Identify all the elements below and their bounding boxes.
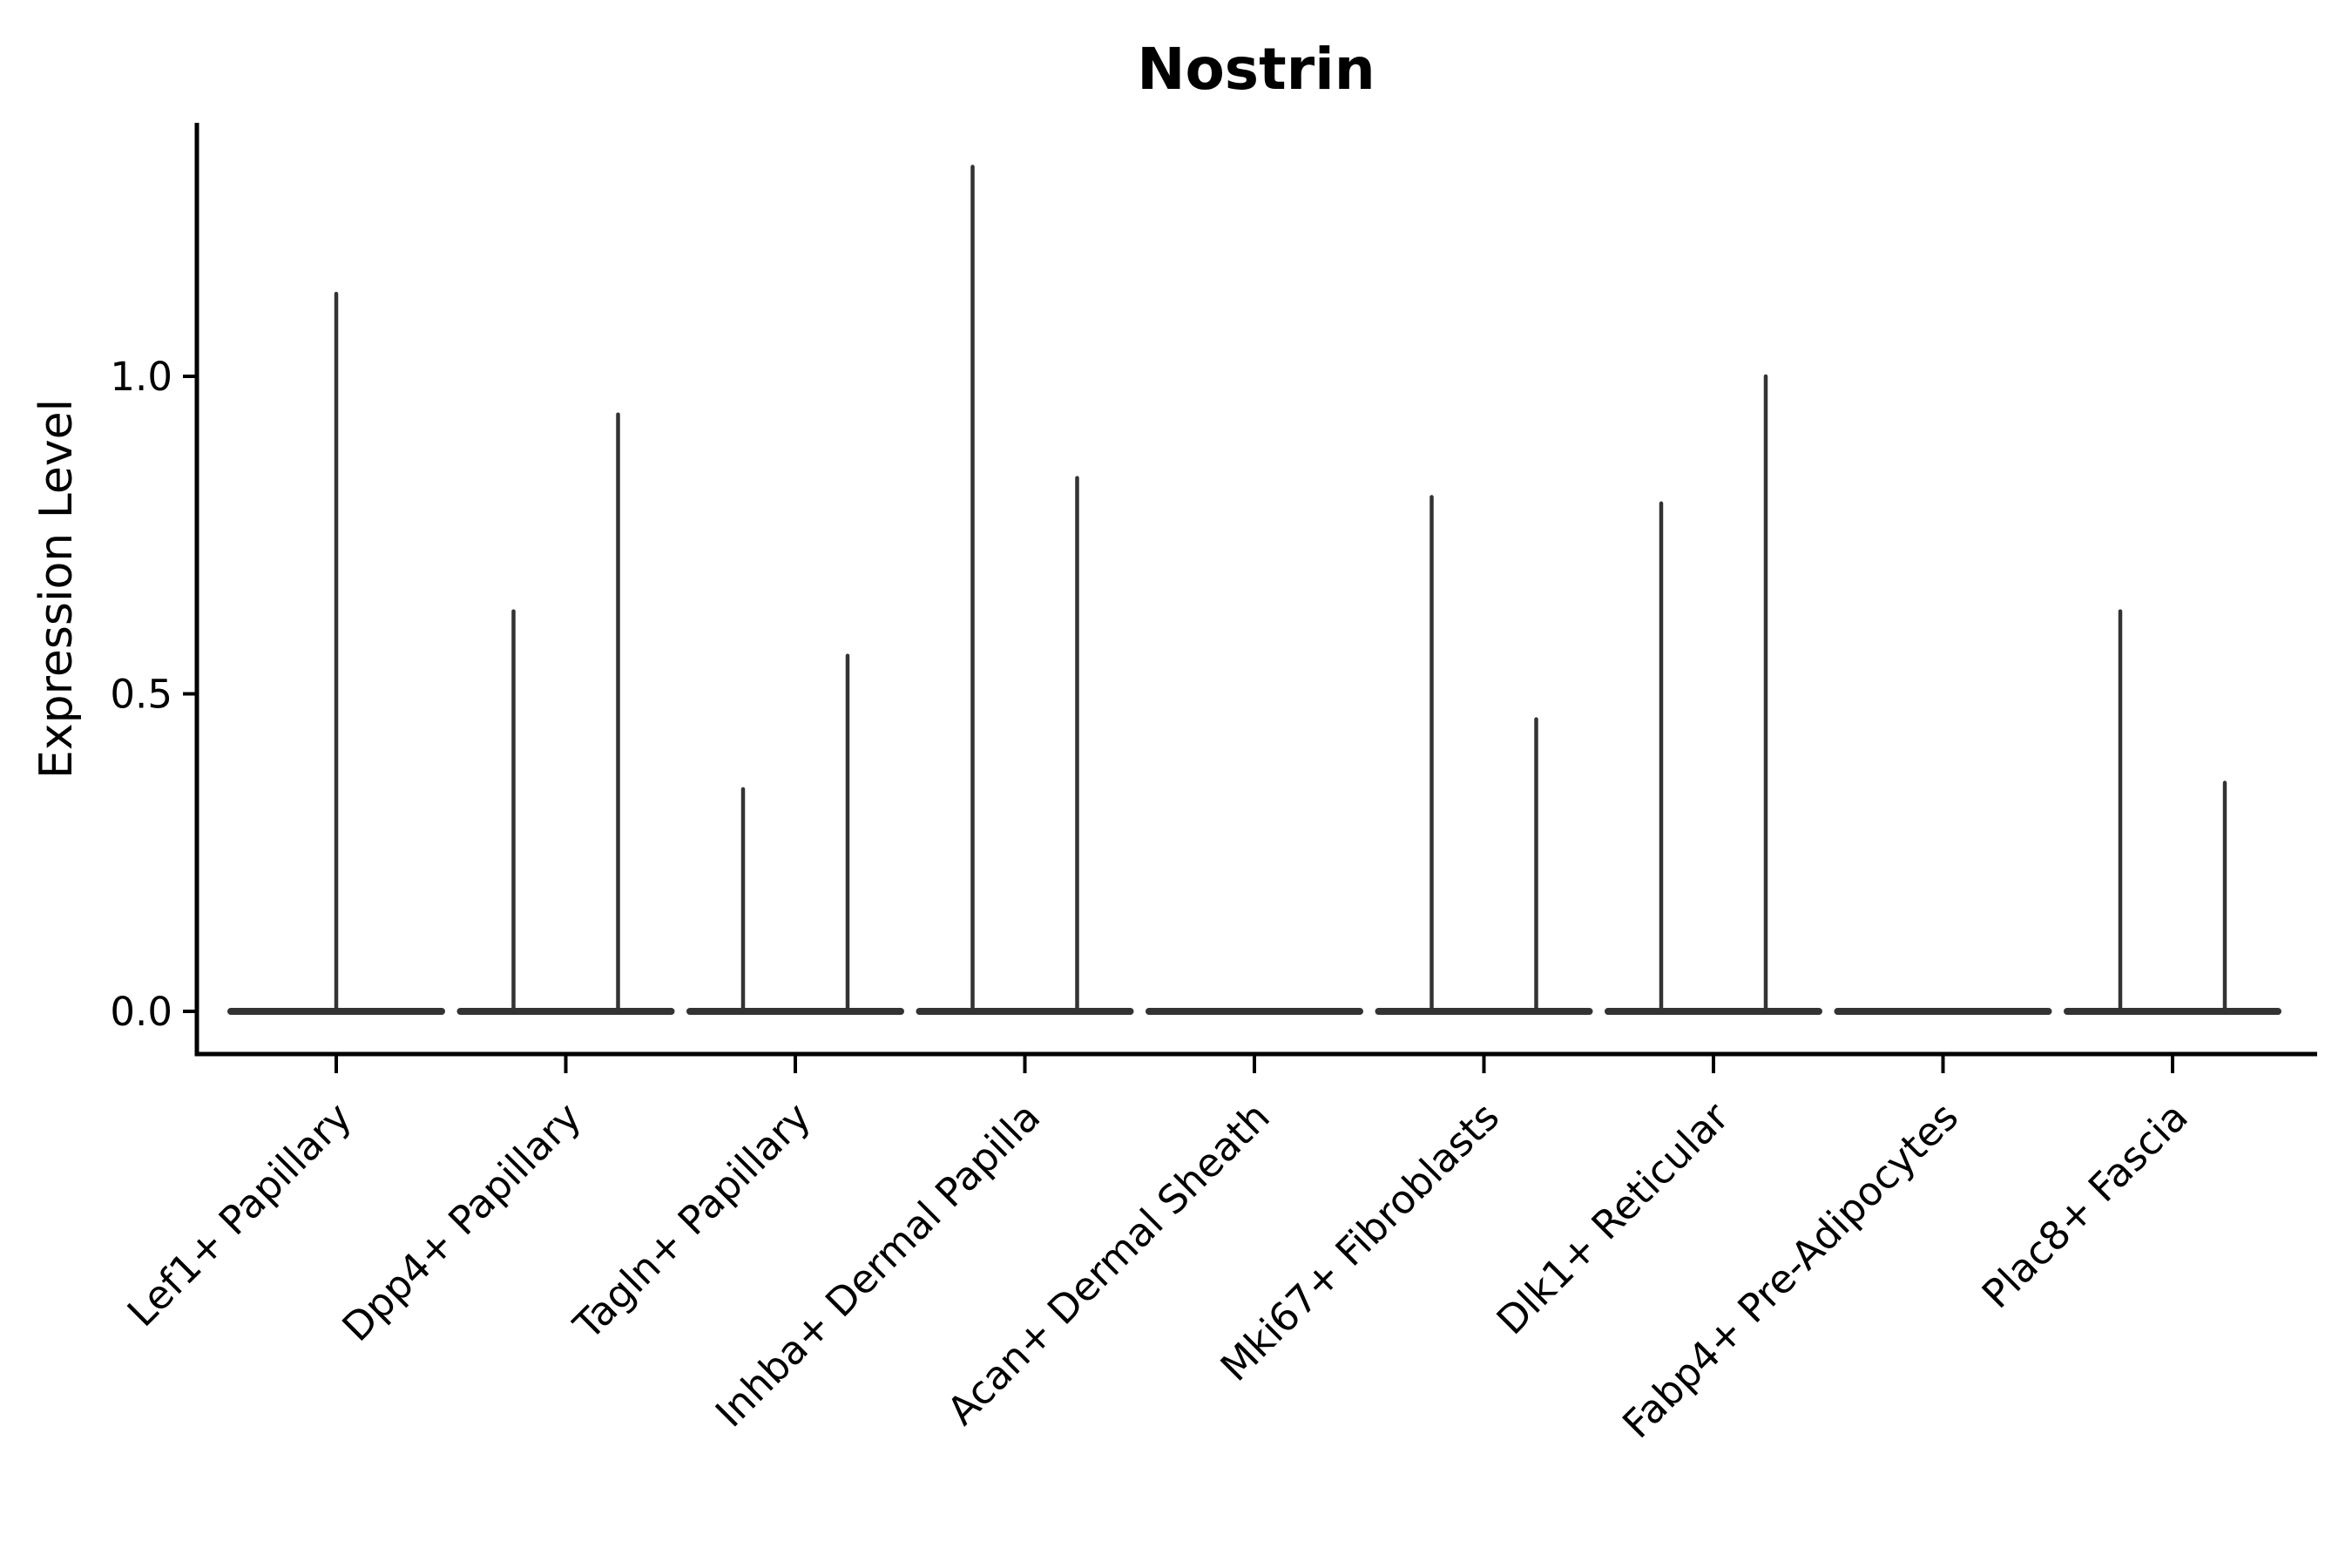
x-tick-label: Lef1+ Papillary xyxy=(118,1093,361,1335)
y-axis-label: Expression Level xyxy=(30,399,83,779)
y-tick-label: 1.0 xyxy=(110,354,172,400)
y-tick-label: 0.5 xyxy=(110,671,172,717)
x-tick-label: Dlk1+ Reticular xyxy=(1488,1093,1738,1343)
x-tick-label: Tagln+ Papillary xyxy=(564,1093,820,1348)
chart-title: Nostrin xyxy=(1137,36,1375,103)
y-tick-label: 0.0 xyxy=(110,989,172,1035)
x-tick-label: Dpp4+ Papillary xyxy=(333,1093,590,1350)
x-tick-label: Plac8+ Fascia xyxy=(1973,1093,2197,1317)
